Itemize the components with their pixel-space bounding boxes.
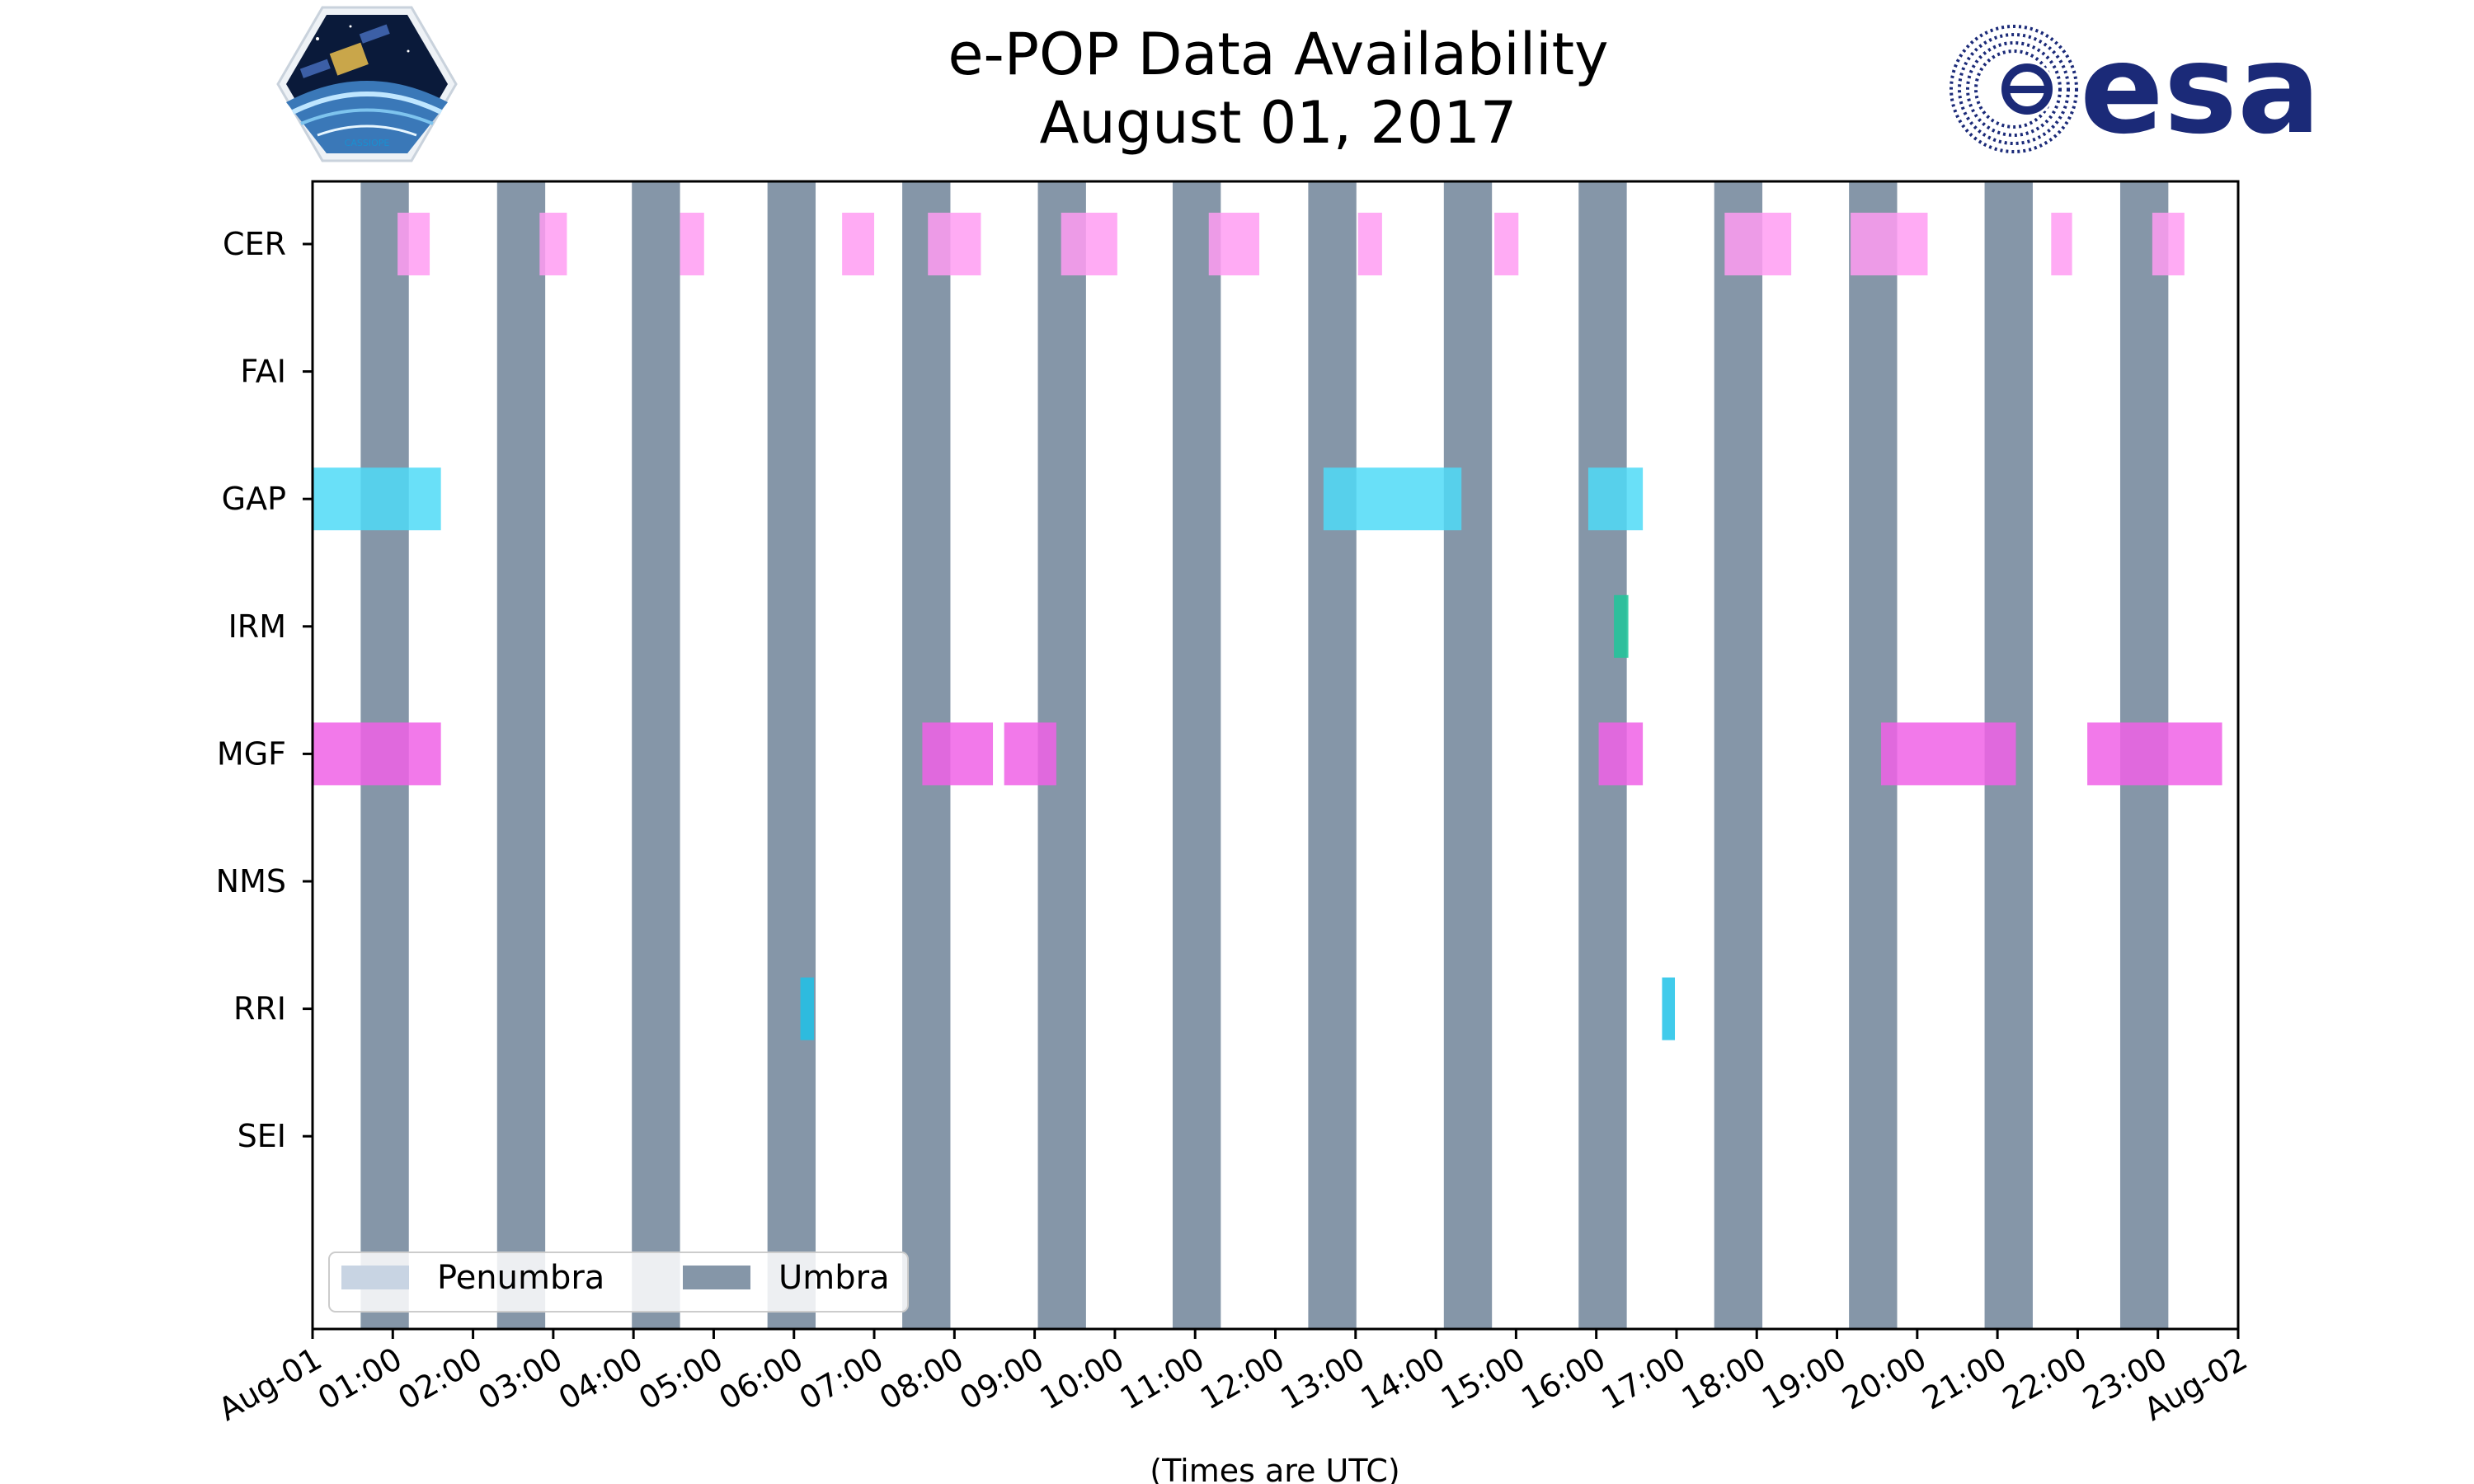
- umbra-band-7: [1308, 181, 1357, 1329]
- x-tick-label-12: 12:00: [1194, 1341, 1291, 1417]
- instrument-bars: [313, 213, 2222, 1040]
- x-tick-label-19: 19:00: [1756, 1341, 1852, 1417]
- x-tick-label-8: 08:00: [873, 1341, 970, 1417]
- bar-gap-2: [1587, 467, 1644, 531]
- x-tick-label-6: 06:00: [713, 1341, 809, 1417]
- bar-cer-5: [1061, 213, 1117, 275]
- bar-rri-1: [1662, 977, 1676, 1040]
- x-tick-label-13: 13:00: [1274, 1341, 1371, 1417]
- legend-label-umbra: Umbra: [778, 1259, 890, 1297]
- x-tick-label-21: 21:00: [1917, 1341, 2013, 1417]
- x-tick-label-22: 22:00: [1997, 1341, 2093, 1417]
- bar-cer-4: [928, 213, 981, 275]
- bar-cer-9: [1724, 213, 1792, 275]
- bar-rri-0: [800, 977, 815, 1040]
- bar-cer-7: [1357, 213, 1382, 275]
- x-tick-label-14: 14:00: [1355, 1341, 1451, 1417]
- bar-mgf-2: [1004, 722, 1056, 786]
- x-tick-label-7: 07:00: [793, 1341, 890, 1417]
- x-tick-label-16: 16:00: [1515, 1341, 1611, 1417]
- legend-label-penumbra: Penumbra: [437, 1259, 604, 1297]
- y-tick-label-cer: CER: [223, 226, 286, 262]
- legend-box: [328, 1252, 909, 1313]
- umbra-band-2: [632, 181, 680, 1329]
- x-tick-label-20: 20:00: [1836, 1341, 1932, 1417]
- bar-mgf-3: [1598, 722, 1644, 786]
- chart-title: e-POP Data Availability: [948, 21, 1608, 88]
- x-tick-label-10: 10:00: [1034, 1341, 1131, 1417]
- y-tick-label-mgf: MGF: [217, 735, 286, 772]
- chart-subtitle: August 01, 2017: [1040, 89, 1517, 157]
- x-tick-label-17: 17:00: [1596, 1341, 1692, 1417]
- umbra-band-1: [496, 181, 546, 1329]
- bar-gap-1: [1323, 467, 1462, 531]
- umbra-band-3: [767, 181, 816, 1329]
- x-tick-label-2: 02:00: [392, 1341, 488, 1417]
- esa-swirl-icon: [1950, 25, 2078, 153]
- bar-mgf-1: [922, 722, 994, 786]
- y-tick-label-nms: NMS: [216, 863, 286, 899]
- esa-logo-text: esa: [2080, 18, 2321, 162]
- x-tick-label-9: 09:00: [953, 1341, 1050, 1417]
- umbra-band-6: [1172, 181, 1221, 1329]
- legend-swatch-umbra: [683, 1266, 750, 1289]
- umbra-band-10: [1714, 181, 1763, 1329]
- x-tick-label-15: 15:00: [1435, 1341, 1531, 1417]
- bar-mgf-5: [2087, 722, 2222, 786]
- umbra-band-8: [1443, 181, 1493, 1329]
- y-tick-label-sei: SEI: [238, 1118, 286, 1154]
- cassiope-logo-label: CASSIOPE: [345, 138, 390, 148]
- bar-mgf-0: [313, 722, 441, 786]
- bar-cer-8: [1494, 213, 1519, 275]
- y-tick-label-rri: RRI: [233, 991, 286, 1027]
- bar-cer-10: [1851, 213, 1928, 275]
- x-tick-label-5: 05:00: [633, 1341, 729, 1417]
- legend: Penumbra Umbra: [328, 1252, 909, 1313]
- bar-cer-12: [2152, 213, 2185, 275]
- bar-gap-0: [313, 467, 441, 531]
- y-tick-label-irm: IRM: [228, 608, 286, 645]
- bar-cer-11: [2051, 213, 2072, 275]
- x-axis-label: (Times are UTC): [1150, 1453, 1399, 1484]
- bar-cer-2: [680, 213, 704, 275]
- bar-irm-0: [1614, 594, 1629, 658]
- x-tick-label-3: 03:00: [473, 1341, 569, 1417]
- x-tick-label-18: 18:00: [1676, 1341, 1772, 1417]
- bar-mgf-4: [1881, 722, 2016, 786]
- bar-cer-0: [397, 213, 430, 275]
- bar-cer-6: [1208, 213, 1260, 275]
- legend-swatch-penumbra: [341, 1266, 409, 1289]
- x-tick-label-0: Aug-01: [212, 1341, 327, 1428]
- bar-cer-3: [842, 213, 875, 275]
- x-axis: Aug-0101:0002:0003:0004:0005:0006:0007:0…: [212, 1329, 2254, 1428]
- y-tick-label-gap: GAP: [222, 481, 286, 517]
- cassiope-logo: CASSIOPE: [276, 6, 458, 162]
- x-tick-label-4: 04:00: [553, 1341, 649, 1417]
- x-tick-label-11: 11:00: [1114, 1341, 1211, 1417]
- y-tick-label-fai: FAI: [240, 354, 286, 390]
- bar-cer-1: [539, 213, 567, 275]
- y-axis: CER FAI GAP IRM MGF NMS RRI SEI: [216, 226, 313, 1154]
- x-tick-label-1: 01:00: [312, 1341, 408, 1417]
- esa-logo: esa: [1950, 18, 2321, 162]
